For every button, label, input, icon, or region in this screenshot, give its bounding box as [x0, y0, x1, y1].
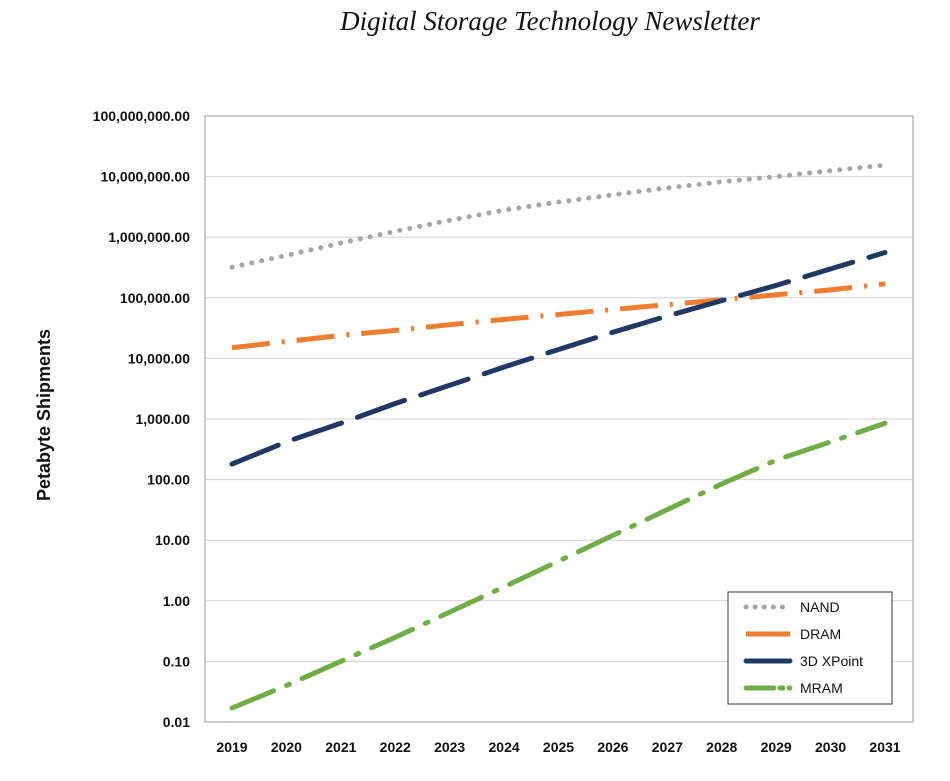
legend-label: 3D XPoint	[800, 653, 863, 669]
series-line-3d-xpoint	[229, 250, 888, 467]
y-axis-label: Petabyte Shipments	[34, 329, 54, 501]
series-line-dram	[231, 281, 886, 351]
x-tick-label: 2023	[434, 739, 465, 755]
newsletter-title: Digital Storage Technology Newsletter	[340, 6, 760, 36]
legend-label: DRAM	[800, 626, 841, 642]
y-tick-label: 100.00	[147, 472, 190, 488]
y-tick-label: 100,000,000.00	[93, 108, 191, 124]
legend-label: NAND	[800, 599, 840, 615]
y-axis-tick-labels: 0.01 0.10 1.00 10.00 100.00 1,000.00 10,000.00…	[93, 108, 191, 730]
legend-box	[727, 591, 893, 705]
y-tick-label: 1,000.00	[136, 411, 191, 427]
x-tick-label: 2020	[271, 739, 302, 755]
y-tick-label: 1.00	[163, 593, 190, 609]
x-tick-label: 2025	[543, 739, 574, 755]
y-tick-label: 100,000.00	[120, 290, 190, 306]
y-tick-label: 10,000.00	[128, 350, 190, 366]
y-tick-label: 10,000,000.00	[100, 169, 190, 185]
y-tick-label: 10.00	[155, 532, 190, 548]
legend: NAND DRAM 3D XPoint MRAM	[727, 591, 893, 705]
series-line-mram	[229, 420, 888, 711]
x-tick-label: 2030	[815, 739, 846, 755]
x-tick-label: 2022	[380, 739, 411, 755]
y-tick-label: 0.01	[163, 714, 190, 730]
x-tick-label: 2031	[869, 739, 900, 755]
y-tick-label: 0.10	[163, 653, 190, 669]
x-tick-label: 2021	[325, 739, 356, 755]
x-tick-label: 2024	[489, 739, 520, 755]
plot-area	[204, 115, 914, 723]
x-tick-label: 2028	[706, 739, 737, 755]
x-tick-label: 2029	[761, 739, 792, 755]
x-tick-label: 2026	[597, 739, 628, 755]
y-tick-label: 1,000,000.00	[108, 229, 190, 245]
x-tick-label: 2027	[652, 739, 683, 755]
x-tick-label: 2019	[216, 739, 247, 755]
series-lines	[229, 162, 888, 711]
series-line-nand	[229, 162, 888, 270]
legend-label: MRAM	[800, 680, 843, 696]
x-axis-tick-labels: 2019 2020 2021 2022 2023 2024 2025 2026 2027 2028…	[216, 739, 900, 755]
